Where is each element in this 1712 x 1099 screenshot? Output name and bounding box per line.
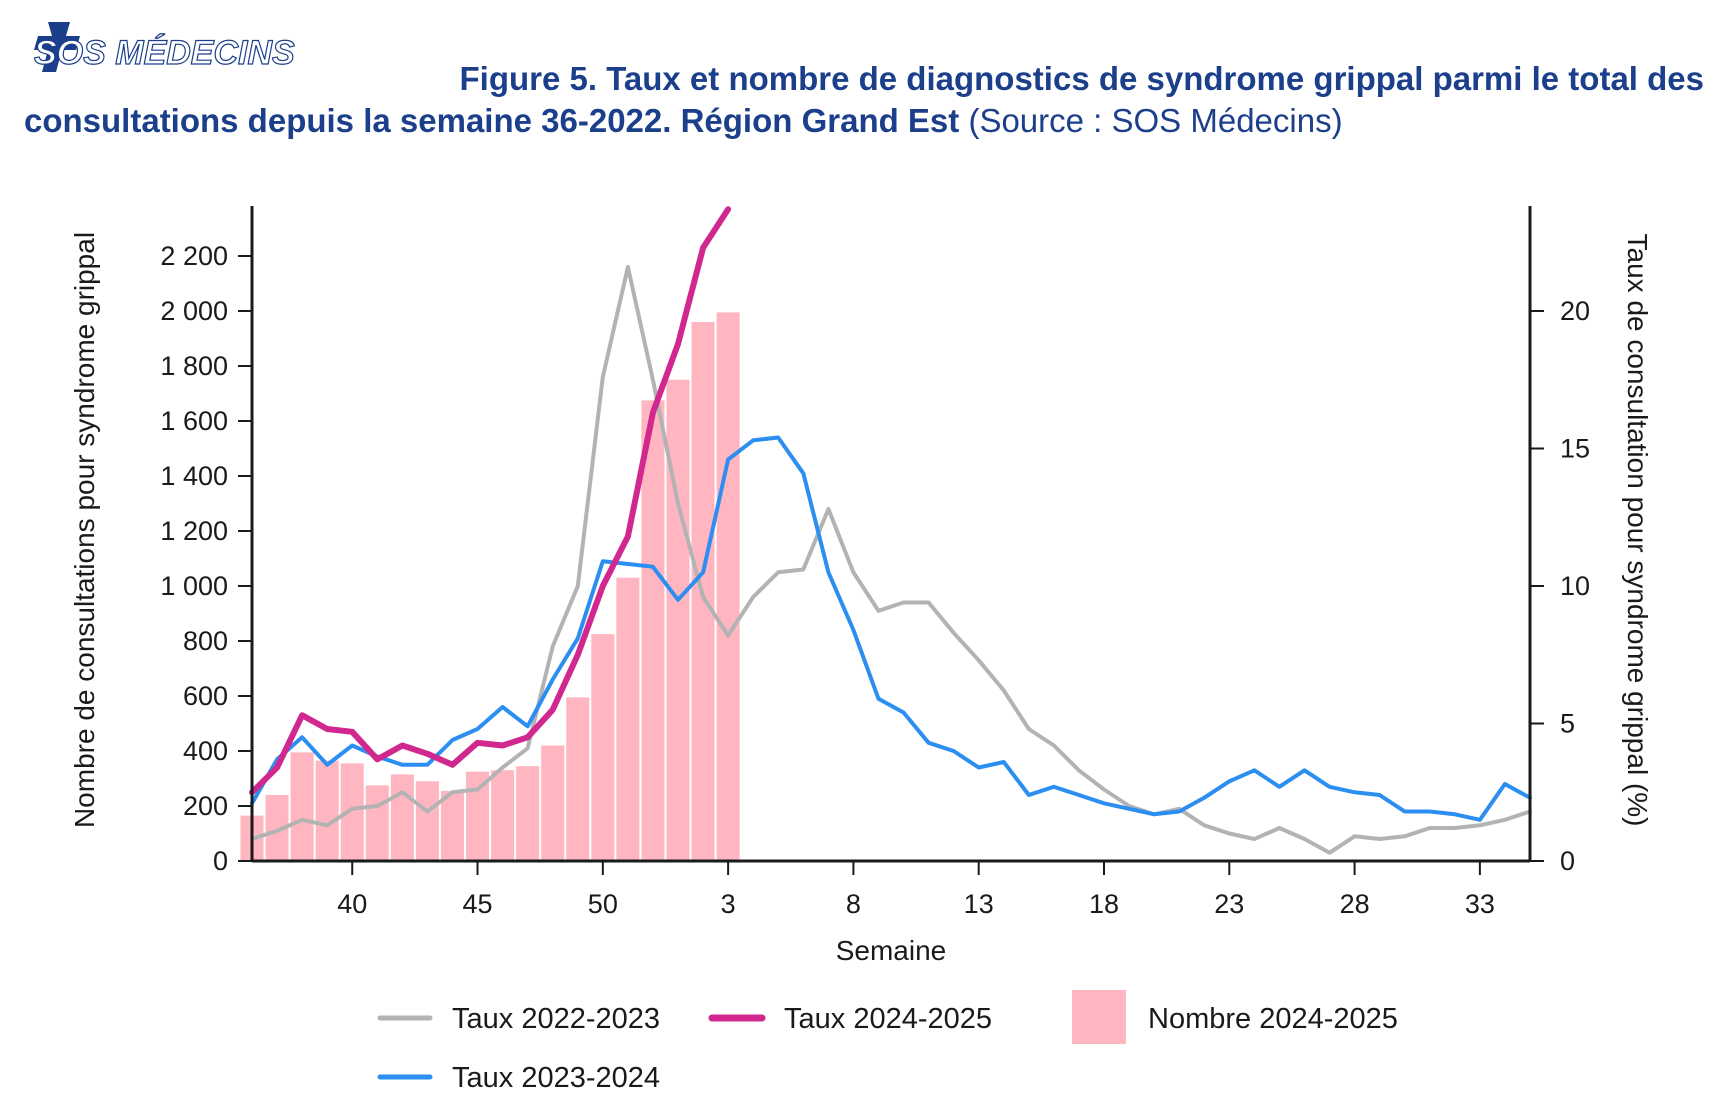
x-tick-label: 50 — [588, 889, 618, 919]
title-line-1: Figure 5. Taux et nombre de diagnostics … — [459, 60, 1705, 97]
legend: Taux 2022-2023 Taux 2024-2025 Nombre 2024-… — [377, 990, 1398, 1094]
x-tick-label: 23 — [1214, 889, 1244, 919]
bar-nombre-week-37 — [265, 795, 289, 861]
y-right-tick-label: 0 — [1560, 846, 1575, 876]
bar-nombre-week-46 — [491, 770, 515, 861]
legend-item-taux-2024-2025: Taux 2024-2025 — [708, 1003, 992, 1035]
bar-nombre-week-45 — [466, 771, 490, 861]
legend-label: Taux 2024-2025 — [784, 1003, 992, 1035]
bar-nombre-week-48 — [541, 745, 565, 861]
bar-nombre-week-38 — [290, 752, 314, 861]
y-left-tick-label: 2 200 — [160, 241, 228, 271]
y-left-tick-label: 400 — [183, 736, 228, 766]
logo-wordmark: SOS MÉDECINS — [34, 34, 295, 72]
legend-label: Nombre 2024-2025 — [1148, 1003, 1398, 1035]
y-left-tick-label: 1 400 — [160, 461, 228, 491]
x-tick-label: 13 — [964, 889, 994, 919]
bar-nombre-week-52 — [641, 400, 665, 861]
legend-label: Taux 2023-2024 — [452, 1062, 660, 1094]
y-left-tick-label: 1 000 — [160, 571, 228, 601]
line-taux-2023-2024 — [250, 435, 1532, 822]
bar-nombre-week-44 — [440, 790, 464, 861]
y-axis-right-title: Taux de consultation pour syndrome gripp… — [1622, 234, 1653, 827]
bar-nombre-week-42 — [390, 774, 414, 861]
x-tick-label: 33 — [1465, 889, 1495, 919]
legend-item-taux-2023-2024: Taux 2023-2024 — [377, 1062, 660, 1094]
x-tick-label: 28 — [1340, 889, 1370, 919]
sos-medecins-logo-graphic: SOS MÉDECINS — [33, 22, 296, 73]
y-right-tick-label: 5 — [1560, 709, 1575, 739]
legend-label: Taux 2022-2023 — [452, 1003, 660, 1035]
bar-nombre-week-39 — [315, 760, 339, 861]
y-axis-left-title: Nombre de consultations pour syndrome gr… — [69, 232, 100, 828]
rate-lines — [249, 206, 1532, 855]
figure-title: Figure 5. Taux et nombre de diagnostics … — [24, 58, 1704, 142]
x-axis-title: Semaine — [836, 935, 947, 966]
title-line-2: consultations depuis la semaine 36-2022.… — [24, 100, 1704, 142]
legend-item-taux-2022-2023: Taux 2022-2023 — [377, 1003, 660, 1035]
bar-nombre-week-41 — [365, 785, 389, 861]
x-tick-label: 18 — [1089, 889, 1119, 919]
y-right-tick-label: 15 — [1560, 434, 1590, 464]
y-left-tick-label: 1 600 — [160, 406, 228, 436]
y-left-tick-label: 600 — [183, 681, 228, 711]
y-right-tick-label: 10 — [1560, 571, 1590, 601]
y-left-tick-label: 0 — [213, 846, 228, 876]
sos-medecins-logo: SOS MÉDECINS — [30, 14, 330, 84]
bar-nombre-week-40 — [340, 763, 364, 861]
y-left-tick-label: 2 000 — [160, 296, 228, 326]
legend-swatch-bar — [1072, 990, 1126, 1044]
bar-nombre-week-47 — [516, 766, 540, 861]
bar-nombre-week-49 — [566, 697, 590, 861]
bar-nombre-week-3 — [716, 312, 740, 861]
y-left-tick-label: 800 — [183, 626, 228, 656]
y-right-tick-label: 20 — [1560, 296, 1590, 326]
x-tick-label: 45 — [463, 889, 493, 919]
title-line-2-bold: consultations depuis la semaine 36-2022.… — [24, 102, 960, 139]
title-source: (Source : SOS Médecins) — [968, 102, 1343, 139]
legend-item-nombre-2024-2025: Nombre 2024-2025 — [1072, 990, 1398, 1044]
line-taux-2024-2025 — [249, 206, 732, 796]
y-left-tick-label: 1 800 — [160, 351, 228, 381]
bar-nombre-week-43 — [415, 781, 439, 861]
x-tick-label: 40 — [337, 889, 367, 919]
x-tick-label: 3 — [721, 889, 736, 919]
bar-nombre-week-1 — [666, 379, 690, 861]
line-taux-2022-2023 — [250, 265, 1532, 855]
bar-nombre-week-50 — [591, 634, 615, 861]
bar-nombre-week-51 — [616, 577, 640, 861]
y-left-tick-label: 1 200 — [160, 516, 228, 546]
y-left-tick-label: 200 — [183, 791, 228, 821]
x-tick-label: 8 — [846, 889, 861, 919]
star-of-life-icon — [34, 22, 80, 72]
